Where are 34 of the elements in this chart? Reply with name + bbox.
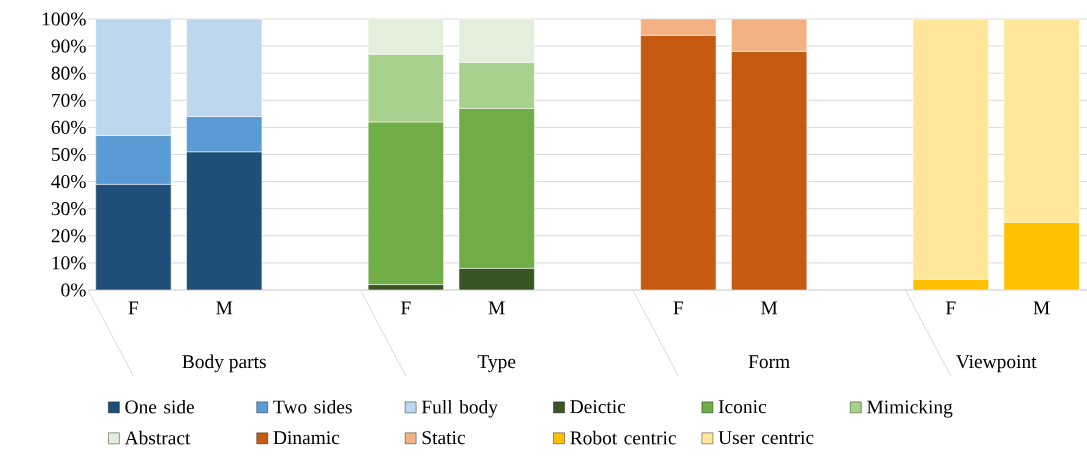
legend-label: One side	[125, 399, 195, 414]
y-tick-label: 20%	[51, 229, 86, 243]
x-tick-label: F	[401, 301, 411, 315]
legend-label: Two sides	[273, 399, 352, 414]
legend-label: Iconic	[718, 400, 767, 414]
y-tick-label: 0%	[61, 283, 86, 297]
text: Form	[748, 355, 790, 369]
text: Body parts	[182, 354, 266, 373]
y-tick-label: 100%	[42, 12, 86, 26]
legend-label: Mimicking	[867, 399, 953, 418]
y-tick-label: 80%	[51, 66, 86, 80]
x-tick-label: M	[1033, 301, 1050, 315]
legend-label: Dinamic	[273, 431, 340, 445]
legend-label: Full body	[421, 399, 498, 418]
y-tick-label: 40%	[51, 175, 86, 189]
y-tick-label: 10%	[52, 256, 86, 270]
x-tick-label: F	[945, 301, 956, 315]
text: Viewpoint	[955, 355, 1037, 373]
y-tick-label: 60%	[51, 120, 86, 134]
x-tick-label: M	[216, 301, 233, 315]
x-tick-label: M	[761, 301, 778, 315]
legend-label: Deictic	[570, 400, 626, 414]
y-tick-label: 70%	[52, 93, 86, 107]
legend-label: User centric	[718, 431, 814, 445]
x-tick-label: F	[128, 301, 139, 315]
y-tick-label: 50%	[51, 147, 86, 162]
x-tick-label: F	[673, 301, 684, 315]
text: Type	[477, 355, 516, 373]
legend-label: Static	[422, 431, 465, 445]
legend-label: Abstract	[124, 430, 191, 445]
legend-label: Robot centric	[570, 430, 676, 445]
y-tick-label: 30%	[51, 202, 86, 216]
y-tick-label: 90%	[51, 39, 86, 53]
x-tick-label: M	[488, 301, 505, 315]
